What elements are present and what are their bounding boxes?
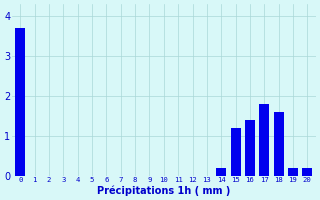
Bar: [259, 104, 269, 176]
Bar: [274, 112, 284, 176]
Bar: [230, 128, 241, 176]
Bar: [288, 168, 298, 176]
Bar: [15, 28, 25, 176]
Bar: [302, 168, 312, 176]
X-axis label: Précipitations 1h ( mm ): Précipitations 1h ( mm ): [97, 185, 230, 196]
Bar: [216, 168, 226, 176]
Bar: [245, 120, 255, 176]
